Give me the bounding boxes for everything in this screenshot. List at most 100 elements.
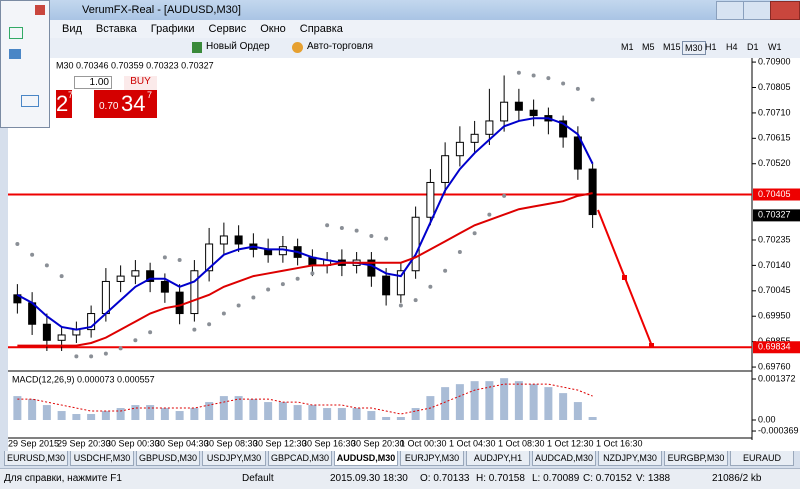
chart-tab[interactable]: USDJPY,M30 [202, 451, 266, 466]
timeframe-button[interactable]: H4 [726, 42, 738, 52]
chart-tab[interactable]: USDCHF,M30 [70, 451, 134, 466]
macd-bar [57, 411, 66, 420]
candle-body [441, 155, 450, 183]
macd-bar [323, 408, 332, 420]
macd-bar [411, 408, 420, 420]
macd-bar [249, 399, 258, 420]
window-title: VerumFX-Real - [AUDUSD,M30] [82, 4, 241, 16]
macd-bar [42, 405, 51, 420]
sar-dot [310, 271, 315, 276]
level-label: 0.70405 [758, 189, 791, 199]
sar-dot [369, 233, 374, 238]
sar-dot [295, 276, 300, 281]
price-label-box [753, 209, 800, 222]
timeframe-button[interactable]: W1 [768, 42, 782, 52]
menu-item[interactable]: Окно [260, 23, 286, 35]
status-field: 2015.09.30 18:30 [330, 473, 408, 484]
timeframe-button[interactable]: H1 [705, 42, 717, 52]
sar-dot [162, 255, 167, 260]
autotrade-button[interactable]: Авто-торговля [307, 41, 374, 52]
projection-point [622, 275, 627, 280]
chart-tab[interactable]: AUDCAD,M30 [532, 451, 596, 466]
maximize-button[interactable] [743, 1, 771, 20]
sar-dot [133, 338, 138, 343]
status-field: V: 1388 [636, 473, 671, 484]
candle-body [573, 136, 582, 170]
sar-dot [103, 351, 108, 356]
timeframe-button[interactable]: D1 [747, 42, 759, 52]
macd-bar [529, 384, 538, 420]
y-tick-label: 0.69760 [758, 361, 791, 371]
timeframe-button[interactable]: M1 [621, 42, 634, 52]
macd-signal [17, 383, 593, 415]
sar-dot [251, 295, 256, 300]
status-field: Default [242, 473, 274, 484]
candle-body [234, 235, 243, 245]
chart-tab[interactable]: NZDJPY,M30 [598, 451, 662, 466]
macd-bar [382, 417, 391, 420]
timeframe-button[interactable]: M5 [642, 42, 655, 52]
sar-dot [30, 252, 35, 257]
menu-item[interactable]: Вставка [95, 23, 137, 35]
tool-icon[interactable] [9, 27, 23, 39]
chart-tab[interactable]: EURJPY,M30 [400, 451, 464, 466]
chart-tab[interactable]: AUDJPY,H1 [466, 451, 530, 466]
sar-dot [221, 311, 226, 316]
sell-button[interactable]: 2 7 [56, 90, 73, 118]
sar-dot [148, 330, 153, 335]
candle-body [529, 109, 538, 117]
candle-body [485, 120, 494, 135]
macd-bar [367, 411, 376, 420]
title-bar: VerumFX-Real - [AUDUSD,M30] [0, 0, 800, 20]
macd-bar [455, 384, 464, 420]
macd-bar [146, 405, 155, 420]
macd-bar [175, 411, 184, 420]
macd-bar [500, 378, 509, 420]
macd-bar [219, 396, 228, 420]
new-order-button[interactable]: Новый Ордер [206, 41, 270, 52]
sar-dot [516, 70, 521, 75]
macd-bar [293, 405, 302, 420]
menu-item[interactable]: Вид [62, 23, 82, 35]
status-field: Для справки, нажмите F1 [4, 473, 122, 484]
close-toolbox[interactable] [35, 5, 45, 15]
x-tick-label: 1 Oct 16:30 [596, 438, 643, 448]
candle-body [426, 181, 435, 218]
macd-bar [190, 408, 199, 420]
chart-background [8, 58, 800, 451]
candle-body [455, 141, 464, 157]
menu-bar: Вид Вставка Графики Сервис Окно Справка [0, 20, 800, 38]
macd-bar [87, 414, 96, 420]
menu-item[interactable]: Справка [299, 23, 343, 35]
candle-body [500, 101, 509, 122]
chart-tab[interactable]: AUDUSD,M30 [334, 451, 398, 466]
chart-tab[interactable]: EURUSD,M30 [4, 451, 68, 466]
timeframe-button[interactable]: M15 [663, 42, 681, 52]
candle-body [396, 270, 405, 296]
sar-dot [15, 241, 20, 246]
y-tick-label: -0.000369 [758, 425, 799, 435]
sar-dot [236, 303, 241, 308]
buy-label[interactable]: BUY [124, 76, 157, 90]
menu-item[interactable]: Сервис [208, 23, 247, 35]
chart-tab[interactable]: GBPCAD,M30 [268, 451, 332, 466]
minimize-button[interactable] [716, 1, 744, 20]
timeframe-button[interactable]: M30 [682, 41, 706, 55]
status-field: L: 0.70089 [532, 473, 580, 484]
chart-tab[interactable]: EURGBP,M30 [664, 451, 728, 466]
chart-tab[interactable]: EURAUD [730, 451, 794, 466]
macd-bar [352, 408, 361, 420]
x-tick-label: 1 Oct 00:30 [400, 438, 447, 448]
lot-input[interactable]: 1.00 [74, 76, 112, 89]
candle-body [514, 101, 523, 111]
candle-body [382, 275, 391, 296]
sar-dot [207, 322, 212, 327]
tool-icon[interactable] [9, 49, 21, 59]
buy-button[interactable]: 0.70 34 7 [94, 90, 157, 118]
menu-item[interactable]: Графики [150, 23, 195, 35]
sar-dot [575, 86, 580, 91]
chart-tab[interactable]: GBPUSD,M30 [136, 451, 200, 466]
sar-dot [502, 193, 507, 198]
close-button[interactable] [770, 1, 800, 20]
tool-icon[interactable] [21, 95, 39, 107]
